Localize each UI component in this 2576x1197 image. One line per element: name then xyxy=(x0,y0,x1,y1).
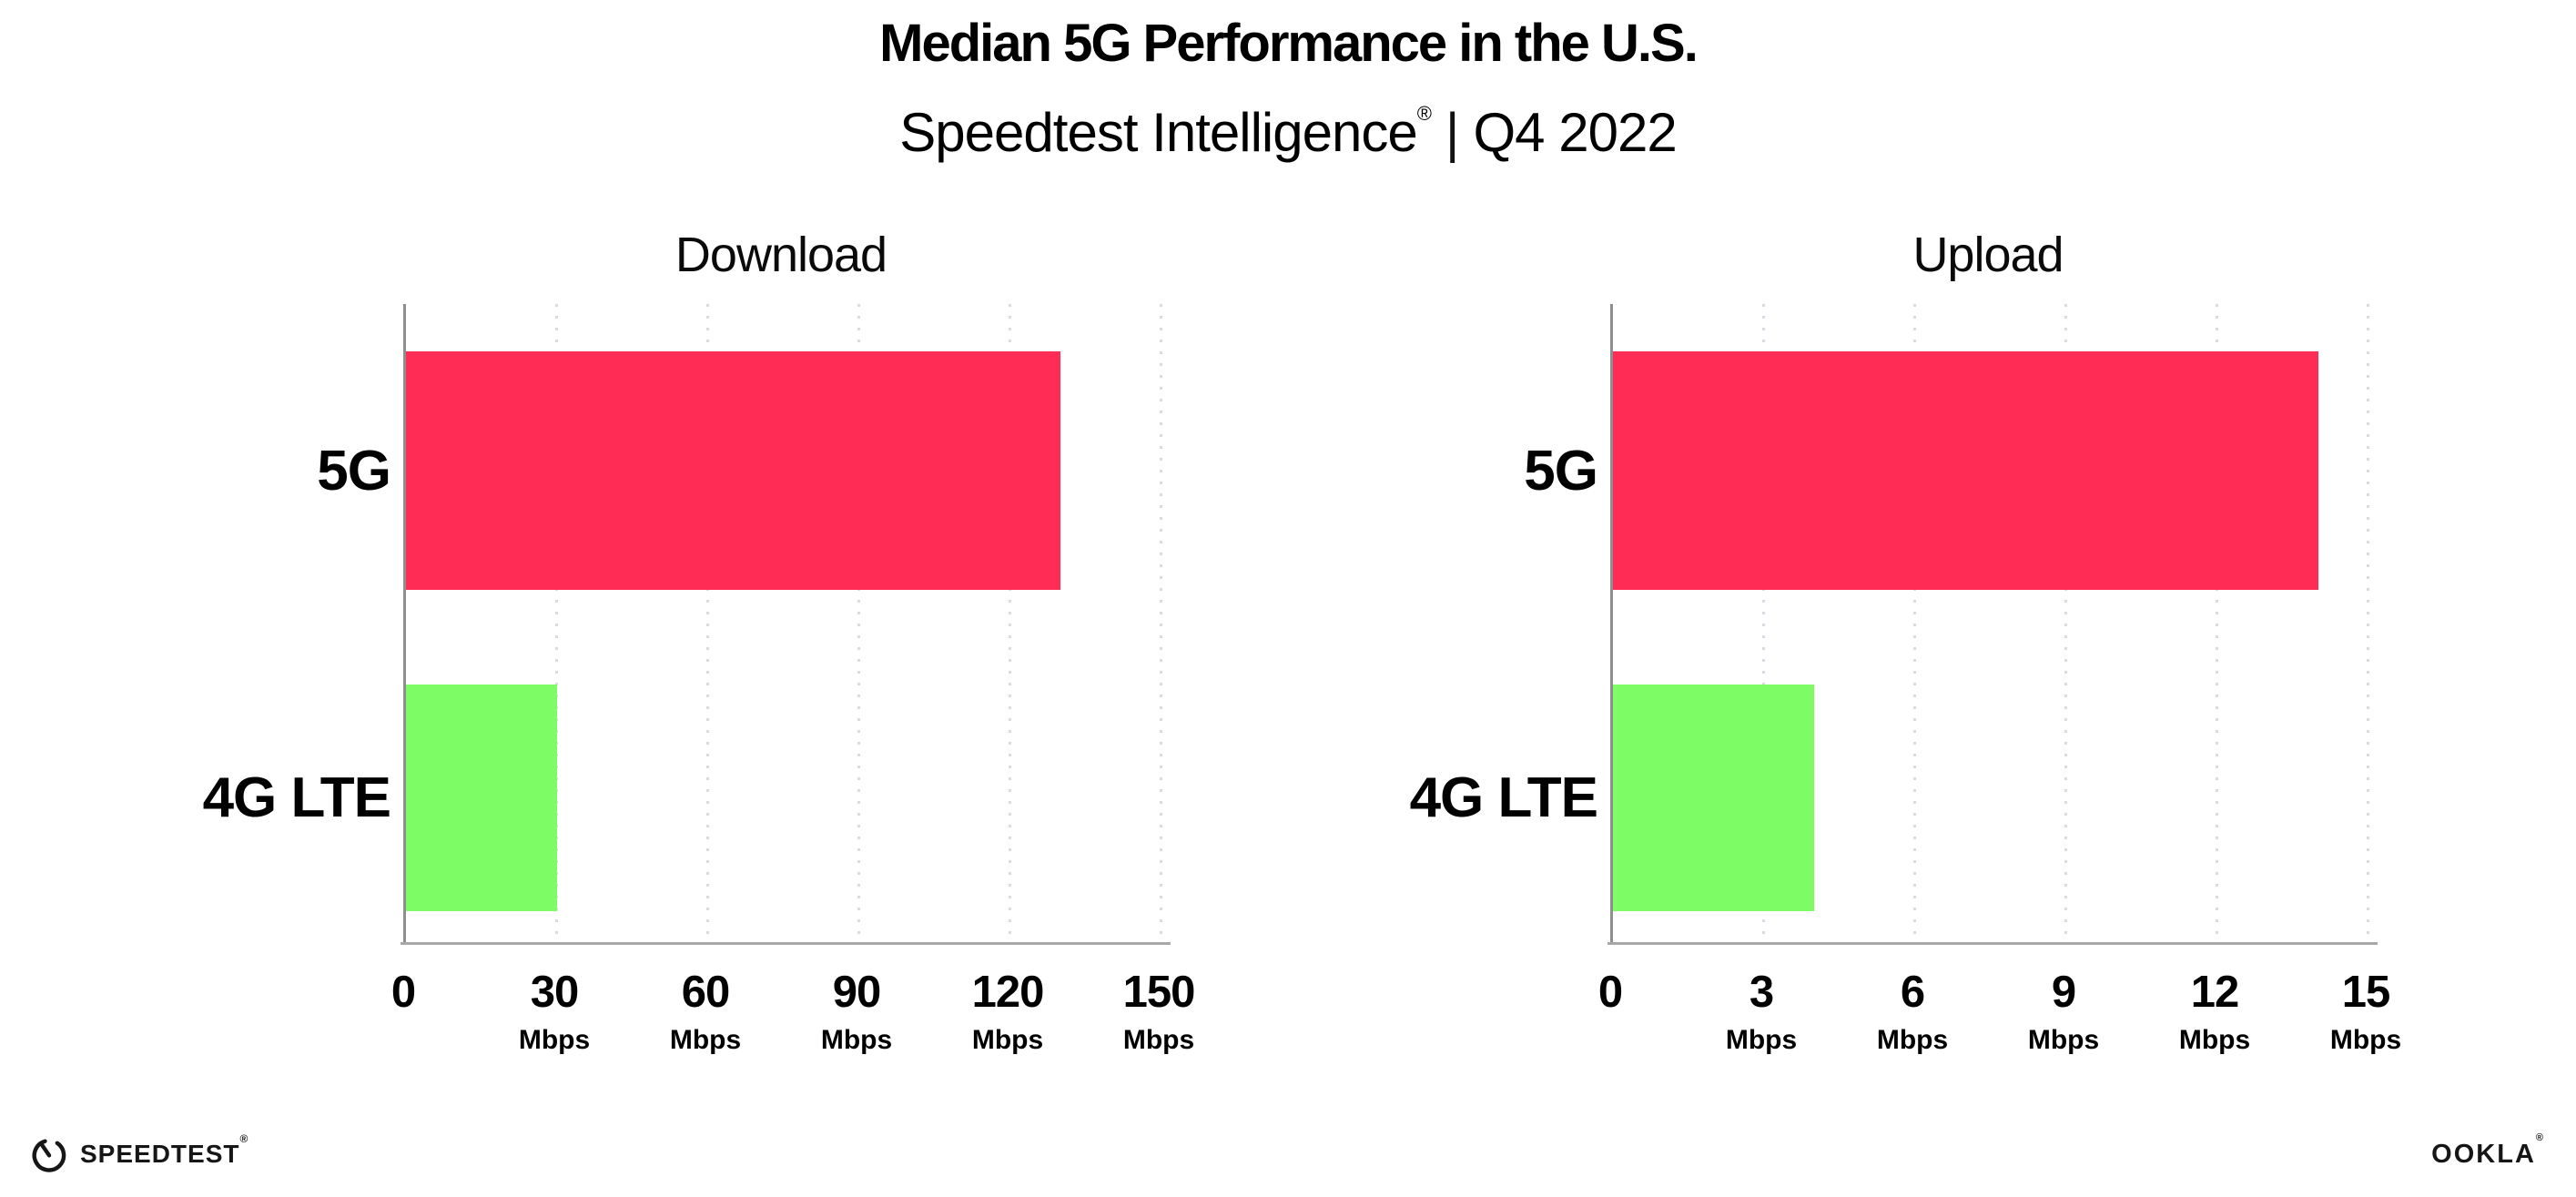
download-x-tick-150: 150 Mbps xyxy=(1077,970,1241,1054)
upload-x-tick-0: 0 xyxy=(1528,970,1692,1015)
tick-value: 0 xyxy=(1597,968,1623,1017)
download-gridline-90 xyxy=(857,304,860,942)
tick-unit-label: Mbps xyxy=(518,1025,591,1055)
tick-unit-label: Mbps xyxy=(1725,1025,1798,1055)
tick-unit-label: Mbps xyxy=(1876,1025,1949,1055)
download-gridline-150 xyxy=(1160,304,1162,942)
download-x-tick-30: 30 Mbps xyxy=(472,970,636,1054)
ookla-registered-mark: ® xyxy=(2535,1132,2545,1143)
tick-value: 12 xyxy=(2190,968,2240,1017)
upload-gridline-6 xyxy=(1913,304,1916,942)
download-x-tick-120: 120 Mbps xyxy=(926,970,1090,1054)
tick-value: 60 xyxy=(681,968,731,1017)
upload-x-tick-9: 9 Mbps xyxy=(1982,970,2145,1054)
speedtest-wordmark-text: SPEEDTEST xyxy=(80,1140,240,1168)
download-x-axis-line xyxy=(401,942,1171,945)
upload-gridline-15 xyxy=(2367,304,2369,942)
speedtest-logo: SPEEDTEST® xyxy=(29,1132,248,1174)
upload-x-tick-15: 15 Mbps xyxy=(2284,970,2448,1054)
speedtest-registered-mark: ® xyxy=(239,1132,249,1145)
tick-value: 3 xyxy=(1749,968,1774,1017)
upload-x-axis-line xyxy=(1607,942,2378,945)
download-category-label-4g-lte: 4G LTE xyxy=(202,766,391,829)
download-chart-title: Download xyxy=(674,228,887,282)
page-subtitle: Speedtest Intelligence® | Q4 2022 xyxy=(0,100,2576,166)
tick-value: 15 xyxy=(2341,968,2391,1017)
download-4g-lte-bar xyxy=(406,685,557,911)
download-x-tick-90: 90 Mbps xyxy=(775,970,938,1054)
upload-x-tick-12: 12 Mbps xyxy=(2133,970,2297,1054)
speedtest-wordmark: SPEEDTEST® xyxy=(80,1132,248,1169)
registered-trademark-mark: ® xyxy=(1416,102,1432,125)
tick-value: 150 xyxy=(1122,968,1196,1017)
tick-unit-label: Mbps xyxy=(1122,1025,1195,1055)
upload-gridline-9 xyxy=(2064,304,2067,942)
page-title: Median 5G Performance in the U.S. xyxy=(879,14,1699,73)
tick-unit-label: Mbps xyxy=(2329,1025,2402,1055)
tick-unit-label: Mbps xyxy=(2027,1025,2100,1055)
upload-x-tick-6: 6 Mbps xyxy=(1831,970,1994,1054)
upload-category-label-5g: 5G xyxy=(1524,439,1598,502)
tick-value: 6 xyxy=(1900,968,1925,1017)
download-gridline-30 xyxy=(555,304,558,942)
upload-gridline-3 xyxy=(1762,304,1765,942)
upload-category-label-4g-lte: 4G LTE xyxy=(1409,766,1598,829)
tick-value: 120 xyxy=(971,968,1045,1017)
upload-plot-area xyxy=(1610,304,2369,942)
upload-gridline-12 xyxy=(2216,304,2218,942)
download-5g-bar xyxy=(406,351,1060,590)
download-plot-area xyxy=(403,304,1162,942)
tick-value: 90 xyxy=(832,968,882,1017)
tick-unit-label: Mbps xyxy=(820,1025,893,1055)
speedtest-gauge-icon xyxy=(32,1139,66,1172)
tick-unit-label: Mbps xyxy=(971,1025,1044,1055)
download-x-tick-60: 60 Mbps xyxy=(624,970,787,1054)
subtitle-brand: Speedtest Intelligence xyxy=(899,102,1417,163)
tick-value: 30 xyxy=(530,968,580,1017)
download-x-tick-0: 0 xyxy=(321,970,485,1015)
upload-x-tick-3: 3 Mbps xyxy=(1679,970,1843,1054)
tick-value: 0 xyxy=(390,968,416,1017)
ookla-wordmark-text: OOKLA xyxy=(2431,1140,2536,1169)
subtitle-separator: | xyxy=(1445,102,1460,163)
upload-chart-title: Upload xyxy=(1912,228,2064,282)
upload-4g-lte-bar xyxy=(1613,685,1814,911)
tick-value: 9 xyxy=(2051,968,2076,1017)
download-gridline-60 xyxy=(706,304,709,942)
ookla-logo: OOKLA® xyxy=(2431,1132,2545,1170)
download-gridline-120 xyxy=(1009,304,1011,942)
subtitle-period: Q4 2022 xyxy=(1473,102,1678,163)
upload-5g-bar xyxy=(1613,351,2318,590)
tick-unit-label: Mbps xyxy=(2178,1025,2251,1055)
download-category-label-5g: 5G xyxy=(317,439,391,502)
tick-unit-label: Mbps xyxy=(669,1025,742,1055)
